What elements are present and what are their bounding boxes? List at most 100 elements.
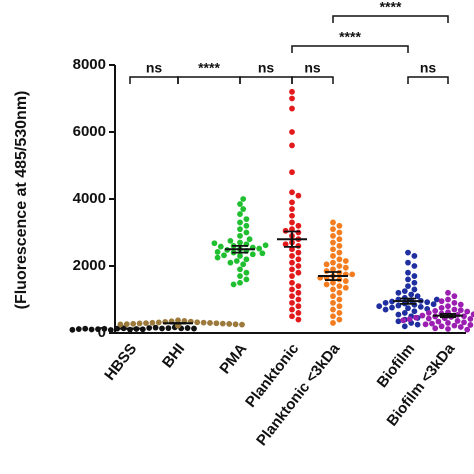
data-point [457,324,464,330]
data-point [146,325,153,331]
data-point [395,318,402,325]
data-point [214,249,221,255]
data-point [336,222,343,229]
significance-label: ns [420,60,437,76]
data-point [445,289,451,296]
data-point [237,266,243,273]
y-tick-label: 8000 [73,56,106,73]
data-point [413,314,419,321]
data-point [295,263,302,269]
data-point [295,222,302,229]
data-point [101,325,108,332]
data-point [295,229,302,236]
data-point [349,271,356,278]
data-point [342,284,349,291]
data-point [342,258,349,264]
data-point [289,212,295,219]
data-point [461,319,467,326]
data-point [405,269,411,276]
error-bar [232,245,248,254]
data-point [401,310,408,316]
data-point [233,258,240,264]
y-axis-label: (Fluorescence at 485/530nm) [13,91,30,310]
data-point [336,243,343,249]
data-point [175,317,181,324]
data-point [295,243,302,249]
data-point [336,229,343,236]
data-point [330,306,336,313]
data-point [237,211,243,217]
data-point [237,253,243,259]
data-point [237,226,243,233]
data-point [130,320,137,327]
data-point [414,321,421,328]
data-point [411,263,418,269]
data-point [69,326,76,333]
data-point [438,298,445,305]
data-point [143,320,149,327]
data-point [411,301,418,308]
data-point [330,286,336,293]
data-point [159,325,165,332]
data-point [243,269,250,276]
data-point [262,242,269,249]
significance-bracket [407,76,449,84]
data-point [295,283,302,289]
data-point [336,296,343,303]
data-point [152,324,159,331]
data-point [470,311,474,318]
data-point [289,95,295,102]
data-point [232,321,239,328]
data-point [330,232,336,239]
data-point [411,279,418,286]
data-point [401,323,408,330]
data-point [149,319,156,326]
data-point [237,239,243,246]
data-point [256,245,263,252]
data-point [432,325,439,332]
significance-bracket [291,45,409,53]
data-point [425,315,432,322]
significance-label: **** [380,0,402,15]
data-point [425,310,432,316]
data-point [395,302,402,309]
data-point [330,219,336,226]
data-point [289,206,295,212]
data-point [289,299,295,306]
x-tick-label: PMA [216,340,250,377]
data-point [295,296,302,303]
data-point [438,323,445,330]
data-point [323,268,330,274]
data-point [184,325,191,331]
data-point [237,279,243,286]
data-point [419,312,426,319]
data-point [457,307,464,314]
data-point [88,326,95,333]
data-point [289,286,295,293]
data-point [422,321,429,328]
data-point [289,279,295,286]
data-point [289,199,295,206]
data-point [123,321,130,328]
data-point [295,303,302,310]
data-point [464,326,471,333]
data-point [389,304,395,311]
data-point [336,283,343,289]
data-point [336,316,343,323]
data-point [342,278,349,284]
data-point [107,327,114,333]
data-point [432,313,439,320]
data-point [330,246,336,253]
data-point [323,261,330,268]
data-point [117,321,124,328]
data-point [211,240,218,247]
data-point [457,301,464,308]
significance-bracket [239,76,293,84]
data-point [289,189,295,196]
significance-label: ns [304,60,321,76]
data-point [239,321,245,328]
data-point [405,276,411,283]
data-point [75,326,82,332]
data-point [240,196,247,202]
data-point [467,316,474,322]
